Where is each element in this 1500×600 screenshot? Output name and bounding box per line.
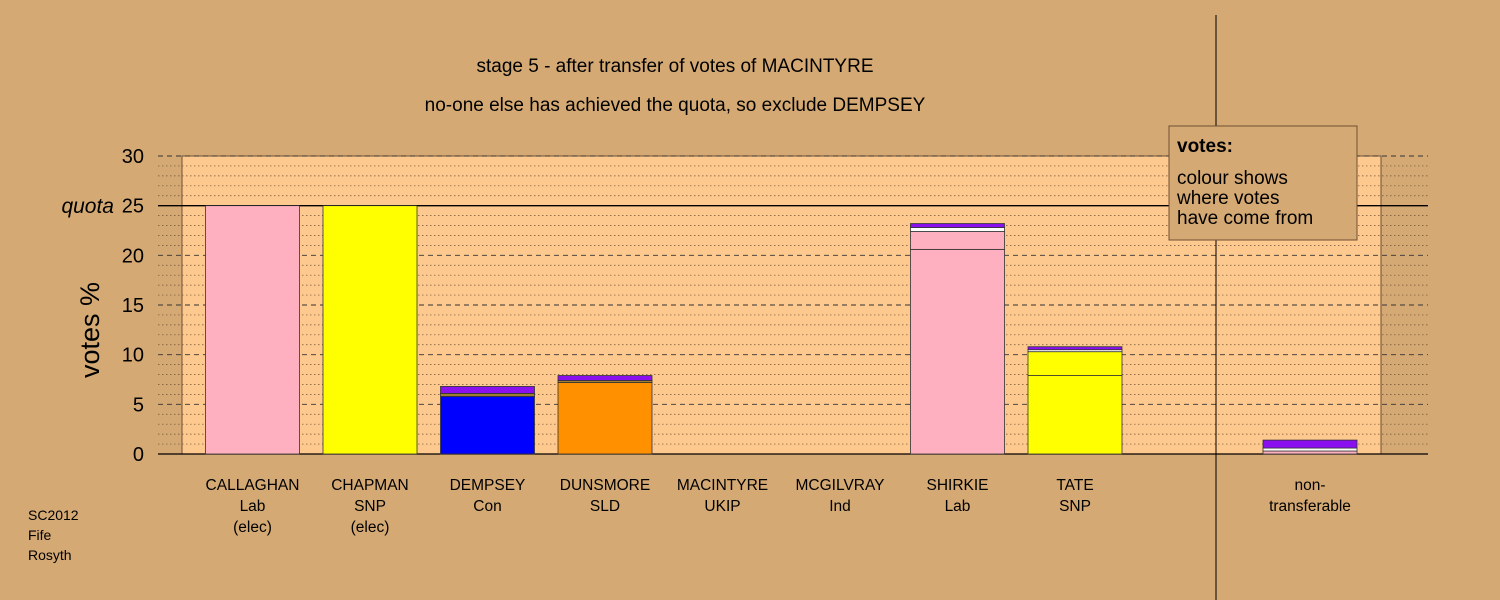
bar-callaghan-segment-0 (205, 205, 300, 455)
bar-dempsey-segment-2 (440, 386, 535, 394)
y-tick-label-6: 30 (122, 146, 144, 168)
bar-shirkie-segment-2 (910, 227, 1005, 232)
bar-nontransferable-segment-2 (1262, 439, 1358, 449)
candidate-label-shirkie-1: Lab (945, 498, 971, 515)
legend-line-2: where votes (1176, 188, 1279, 209)
footer-line-1: SC2012 (28, 507, 79, 523)
candidate-label-chapman-2: (elec) (351, 519, 390, 536)
bar-tate-segment-3 (1027, 346, 1123, 351)
legend-line-1: colour shows (1177, 168, 1288, 189)
bar-shirkie-segment-0 (910, 248, 1005, 455)
legend-title: votes: (1177, 136, 1233, 157)
candidate-label-mcgilvray-1: Ind (829, 498, 851, 515)
candidate-label-macintyre-0: MACINTYRE (677, 477, 768, 494)
footer-line-3: Rosyth (28, 547, 72, 563)
bar-chapman-segment-0 (322, 205, 418, 455)
legend-box: votes: colour shows where votes have com… (1168, 125, 1358, 241)
candidate-label-shirkie-0: SHIRKIE (926, 477, 988, 494)
bar-shirkie-segment-3 (910, 223, 1005, 228)
bar-dunsmore-segment-2 (557, 375, 653, 381)
y-axis-label: votes % (75, 282, 105, 378)
y-tick-label-0: 0 (133, 444, 144, 466)
chart-title: stage 5 - after transfer of votes of MAC… (476, 56, 873, 77)
candidate-label-macintyre-1: UKIP (704, 498, 740, 515)
bar-tate-segment-0 (1027, 375, 1123, 455)
nontransferable-label-0: non- (1294, 477, 1325, 494)
footer-line-2: Fife (28, 527, 52, 543)
bar-dempsey-segment-0 (440, 395, 535, 455)
y-tick-label-4: 20 (122, 245, 144, 267)
bar-nontransferable-segment-1 (1262, 447, 1358, 452)
chart-subtitle: no-one else has achieved the quota, so e… (425, 95, 926, 116)
candidate-label-mcgilvray-0: MCGILVRAY (796, 477, 885, 494)
candidate-label-dempsey-1: Con (473, 498, 501, 515)
bar-dunsmore-segment-0 (557, 382, 653, 455)
y-tick-label-5: 25 (122, 196, 144, 218)
nontransferable-label-1: transferable (1269, 498, 1351, 515)
quota-label: quota (61, 195, 114, 218)
candidate-label-dunsmore-1: SLD (590, 498, 620, 515)
candidate-label-callaghan-1: Lab (240, 498, 266, 515)
bar-shirkie-segment-1 (910, 231, 1005, 250)
y-tick-label-3: 15 (122, 295, 144, 317)
candidate-label-callaghan-0: CALLAGHAN (206, 477, 300, 494)
candidate-label-tate-0: TATE (1056, 477, 1093, 494)
bar-tate-segment-1 (1027, 351, 1123, 376)
candidate-label-tate-1: SNP (1059, 498, 1091, 515)
y-tick-label-1: 5 (133, 394, 144, 416)
candidate-label-chapman-1: SNP (354, 498, 386, 515)
bar-dempsey-segment-1 (440, 393, 535, 397)
candidate-label-chapman-0: CHAPMAN (331, 477, 409, 494)
candidate-label-callaghan-2: (elec) (233, 519, 272, 536)
bar-nontransferable-segment-0 (1262, 450, 1358, 455)
legend-line-3: have come from (1177, 208, 1313, 229)
y-tick-label-2: 10 (122, 345, 144, 367)
candidate-label-dempsey-0: DEMPSEY (450, 477, 526, 494)
candidate-label-dunsmore-0: DUNSMORE (560, 477, 650, 494)
